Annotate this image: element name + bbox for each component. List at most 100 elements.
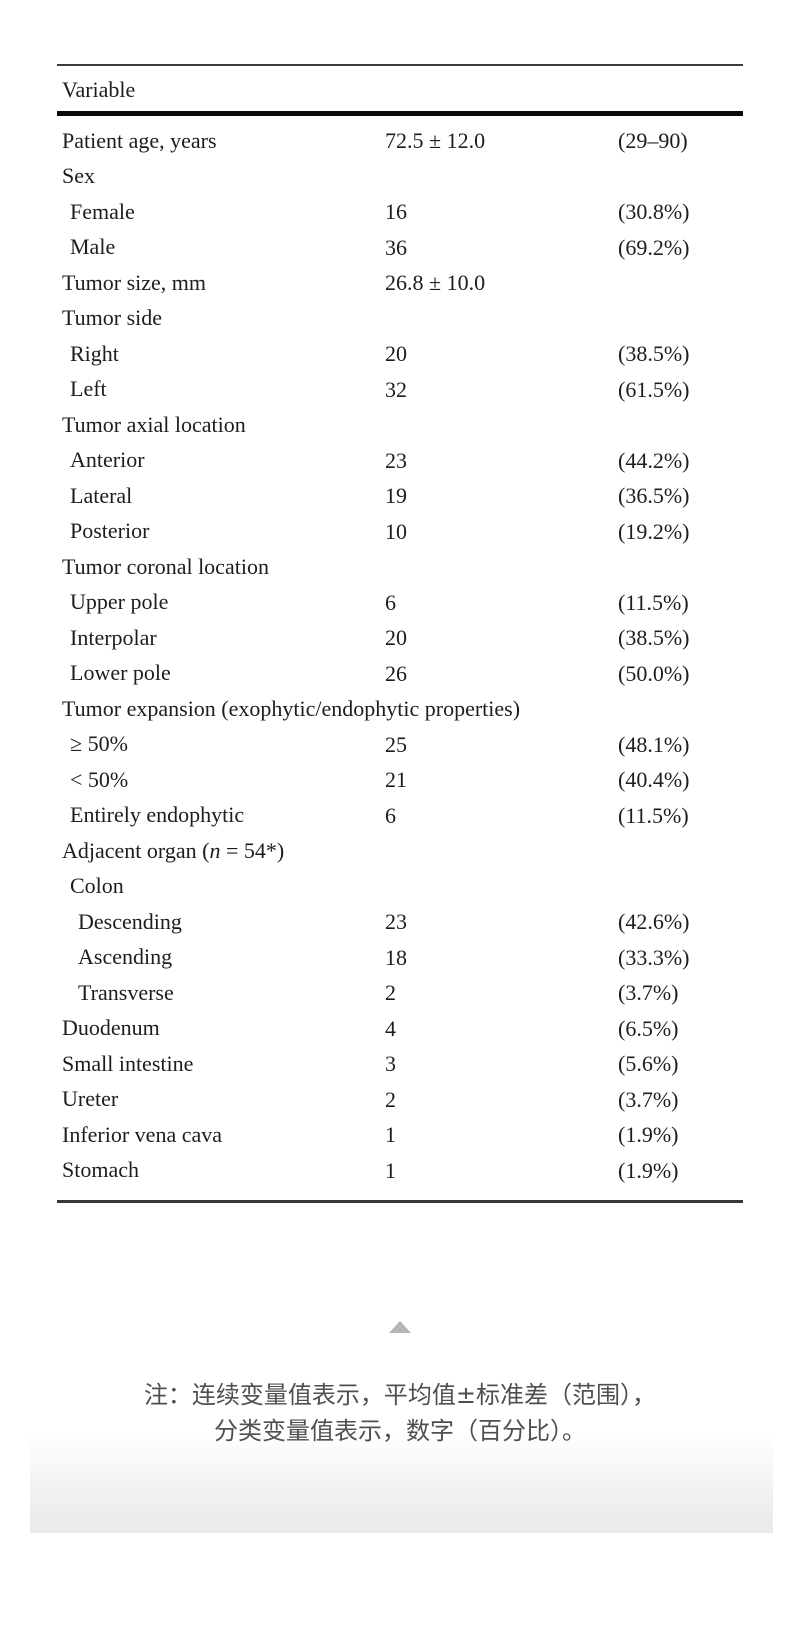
row-percent: (48.1%) bbox=[618, 731, 690, 757]
table-row: Descending 23 (42.6%) bbox=[57, 904, 743, 940]
row-value: 32 bbox=[385, 376, 407, 402]
row-percent: (38.5%) bbox=[618, 625, 690, 650]
table-row: Tumor expansion (exophytic/endophytic pr… bbox=[57, 691, 743, 727]
table-body: Patient age, years 72.5 ± 12.0 (29–90) Sex F… bbox=[57, 116, 743, 1188]
row-percent: (33.3%) bbox=[618, 944, 690, 970]
row-label: Ureter bbox=[62, 1086, 119, 1112]
row-label: Male bbox=[70, 234, 116, 260]
row-percent: (44.2%) bbox=[618, 447, 690, 473]
row-value: 20 bbox=[385, 625, 407, 650]
row-label: < 50% bbox=[70, 766, 129, 792]
table-header-variable: Variable bbox=[62, 77, 136, 102]
row-percent: (40.4%) bbox=[618, 767, 690, 792]
row-percent: (29–90) bbox=[618, 128, 688, 153]
row-percent: (19.2%) bbox=[618, 518, 690, 544]
row-label: Patient age, years bbox=[62, 127, 217, 153]
row-label: Tumor size, mm bbox=[62, 269, 207, 295]
table-row: ≥ 50% 25 (48.1%) bbox=[57, 727, 743, 763]
row-value: 1 bbox=[385, 1157, 396, 1183]
row-value: 6 bbox=[385, 589, 396, 615]
table-row: Lower pole 26 (50.0%) bbox=[57, 656, 743, 692]
row-label: Left bbox=[70, 376, 107, 402]
patient-characteristics-table: Variable Patient age, years 72.5 ± 12.0 (2… bbox=[57, 64, 743, 1203]
row-label: ≥ 50% bbox=[70, 731, 128, 757]
table-row: Sex bbox=[57, 159, 743, 195]
collapse-triangle-icon[interactable] bbox=[389, 1321, 411, 1333]
row-label: Entirely endophytic bbox=[70, 802, 245, 828]
bottom-gradient-panel bbox=[30, 1433, 773, 1533]
row-value: 3 bbox=[385, 1051, 396, 1076]
row-label: Anterior bbox=[70, 447, 145, 473]
table-row: Lateral 19 (36.5%) bbox=[57, 478, 743, 514]
row-label: Upper pole bbox=[70, 589, 169, 615]
row-label: Inferior vena cava bbox=[62, 1121, 223, 1147]
row-percent: (50.0%) bbox=[618, 660, 690, 686]
table-row: Upper pole 6 (11.5%) bbox=[57, 585, 743, 621]
table-row: Patient age, years 72.5 ± 12.0 (29–90) bbox=[57, 123, 743, 159]
row-value: 72.5 ± 12.0 bbox=[385, 128, 486, 153]
row-label: Lateral bbox=[70, 482, 133, 508]
row-label: Tumor side bbox=[62, 305, 163, 331]
row-percent: (5.6%) bbox=[618, 1051, 679, 1076]
table-row: Entirely endophytic 6 (11.5%) bbox=[57, 798, 743, 834]
row-percent: (11.5%) bbox=[618, 802, 689, 828]
table-row: Ascending 18 (33.3%) bbox=[57, 940, 743, 976]
table-row: Ureter 2 (3.7%) bbox=[57, 1082, 743, 1118]
row-label: Colon bbox=[70, 873, 124, 899]
row-label: Female bbox=[70, 198, 135, 224]
row-label: Descending bbox=[78, 908, 182, 934]
row-value: 26 bbox=[385, 660, 407, 686]
row-value: 2 bbox=[385, 1086, 396, 1112]
table-top-rule bbox=[57, 64, 743, 66]
row-value: 10 bbox=[385, 518, 407, 544]
row-value: 26.8 ± 10.0 bbox=[385, 270, 486, 295]
table-row: Anterior 23 (44.2%) bbox=[57, 443, 743, 479]
table-row: Small intestine 3 (5.6%) bbox=[57, 1046, 743, 1082]
row-label: Adjacent organ (n = 54*) bbox=[62, 837, 285, 863]
row-value: 21 bbox=[385, 767, 407, 792]
table-row: Stomach 1 (1.9%) bbox=[57, 1153, 743, 1189]
table-row: Posterior 10 (19.2%) bbox=[57, 514, 743, 550]
row-label: Tumor coronal location bbox=[62, 553, 269, 579]
row-label: Sex bbox=[62, 163, 95, 189]
figure-note: 注：连续变量值表示，平均值±标准差（范围）， 分类变量值表示，数字（百分比）。 bbox=[0, 1377, 800, 1449]
table-row: < 50% 21 (40.4%) bbox=[57, 762, 743, 798]
row-value: 23 bbox=[385, 447, 407, 473]
row-value: 16 bbox=[385, 199, 407, 224]
row-percent: (11.5%) bbox=[618, 589, 689, 615]
table-row: Tumor coronal location bbox=[57, 549, 743, 585]
table-row: Female 16 (30.8%) bbox=[57, 194, 743, 230]
table-row: Left 32 (61.5%) bbox=[57, 372, 743, 408]
row-percent: (3.7%) bbox=[618, 1086, 679, 1112]
row-value: 6 bbox=[385, 802, 396, 828]
row-value: 18 bbox=[385, 944, 407, 970]
row-label: Tumor axial location bbox=[62, 411, 246, 437]
row-value: 20 bbox=[385, 341, 407, 366]
table-row: Duodenum 4 (6.5%) bbox=[57, 1011, 743, 1047]
row-value: 23 bbox=[385, 909, 407, 934]
row-label: Interpolar bbox=[70, 624, 157, 650]
row-label: Right bbox=[70, 340, 119, 366]
table-row: Tumor size, mm 26.8 ± 10.0 bbox=[57, 265, 743, 301]
row-label: Small intestine bbox=[62, 1050, 194, 1076]
table-header-rule bbox=[57, 111, 743, 116]
note-line-2: 分类变量值表示，数字（百分比）。 bbox=[214, 1417, 586, 1445]
row-label: Stomach bbox=[62, 1157, 139, 1183]
table-row: Tumor side bbox=[57, 301, 743, 337]
row-percent: (1.9%) bbox=[618, 1122, 679, 1147]
row-label: Tumor expansion (exophytic/endophytic pr… bbox=[62, 695, 521, 721]
row-percent: (30.8%) bbox=[618, 199, 690, 224]
row-value: 2 bbox=[385, 980, 396, 1005]
row-percent: (6.5%) bbox=[618, 1015, 679, 1041]
note-line-1: 注：连续变量值表示，平均值±标准差（范围）， bbox=[143, 1381, 657, 1409]
row-percent: (42.6%) bbox=[618, 909, 690, 934]
row-value: 36 bbox=[385, 234, 407, 260]
row-value: 19 bbox=[385, 483, 407, 508]
table-row: Transverse 2 (3.7%) bbox=[57, 975, 743, 1011]
table-row: Right 20 (38.5%) bbox=[57, 336, 743, 372]
table-row: Inferior vena cava 1 (1.9%) bbox=[57, 1117, 743, 1153]
row-percent: (38.5%) bbox=[618, 341, 690, 366]
row-percent: (1.9%) bbox=[618, 1157, 679, 1183]
table-row: Tumor axial location bbox=[57, 407, 743, 443]
row-value: 4 bbox=[385, 1015, 396, 1041]
